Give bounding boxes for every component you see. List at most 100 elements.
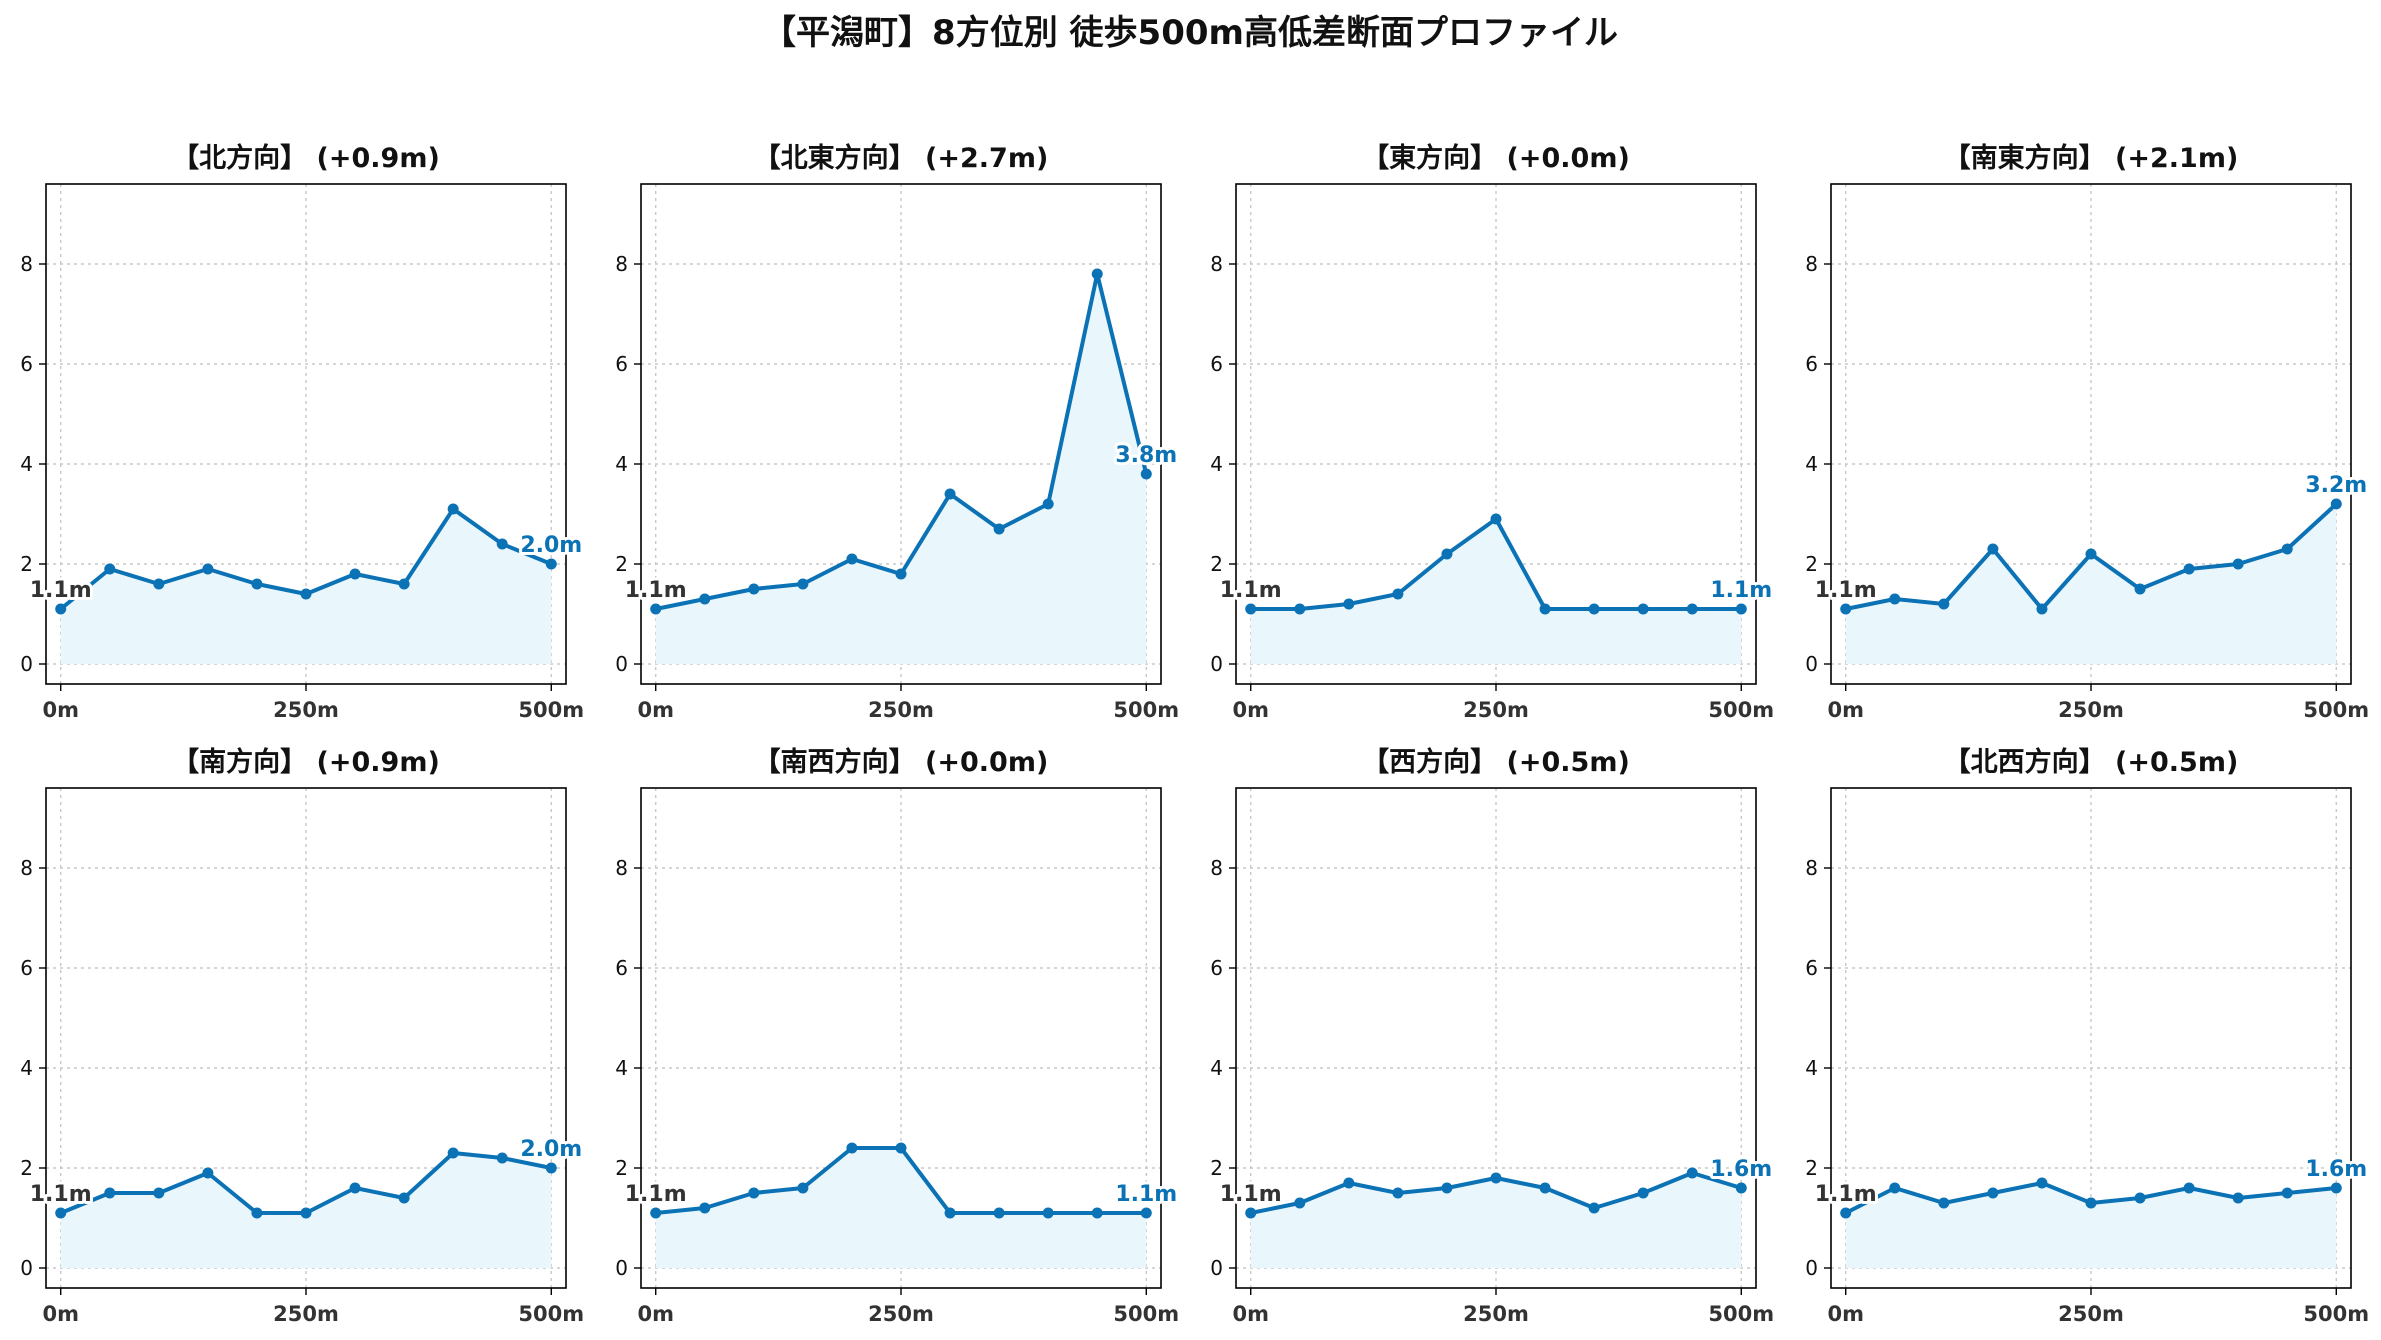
y-tick-label: 6 [20, 956, 33, 980]
y-tick-label: 6 [1210, 352, 1223, 376]
data-point [55, 603, 67, 615]
x-tick-label: 500m [1113, 1302, 1179, 1326]
y-tick-label: 2 [1805, 552, 1818, 576]
data-point [1392, 1187, 1404, 1199]
data-point [545, 558, 557, 570]
y-tick-label: 4 [1805, 1056, 1818, 1080]
data-point [1343, 598, 1355, 610]
end-elevation-label: 1.1m [1115, 1182, 1177, 1207]
data-point [300, 1207, 312, 1219]
subplot-title: 【南東方向】 (+2.1m) [1944, 142, 2239, 174]
x-tick-label: 250m [868, 1302, 934, 1326]
y-tick-label: 0 [1210, 1256, 1223, 1280]
y-tick-label: 4 [1210, 1056, 1223, 1080]
y-tick-label: 8 [1805, 252, 1818, 276]
subplot-title: 【北東方向】 (+2.7m) [754, 142, 1049, 174]
x-tick-label: 250m [273, 1302, 339, 1326]
data-point [1637, 603, 1649, 615]
data-point [2134, 583, 2146, 595]
subplot-title: 【北西方向】 (+0.5m) [1944, 746, 2239, 778]
start-elevation-label: 1.1m [1815, 1182, 1877, 1207]
y-tick-label: 2 [1805, 1156, 1818, 1180]
data-point [202, 563, 214, 575]
data-point [1294, 603, 1306, 615]
data-point [846, 1142, 858, 1154]
end-elevation-label: 1.1m [1710, 578, 1772, 603]
data-point [650, 603, 662, 615]
y-tick-label: 4 [615, 1056, 628, 1080]
subplot: 【南方向】 (+0.9m) 0 2 4 6 8 0m 250m 500m 1.1m 2.0m [20, 746, 585, 1326]
data-point [748, 1187, 760, 1199]
subplot-title: 【東方向】 (+0.0m) [1362, 142, 1630, 174]
area-fill [1250, 519, 1742, 664]
x-tick-label: 0m [42, 698, 79, 722]
x-tick-label: 250m [2058, 1302, 2124, 1326]
end-elevation-label: 3.8m [1115, 443, 1177, 468]
data-point [1539, 603, 1551, 615]
data-point [895, 1142, 907, 1154]
x-tick-label: 0m [42, 1302, 79, 1326]
subplot-title: 【西方向】 (+0.5m) [1362, 746, 1630, 778]
start-elevation-label: 1.1m [625, 578, 687, 603]
data-point [496, 1152, 508, 1164]
data-point [2183, 1182, 2195, 1194]
start-elevation-label: 1.1m [625, 1182, 687, 1207]
y-tick-label: 8 [1805, 856, 1818, 880]
x-tick-label: 500m [1708, 1302, 1774, 1326]
data-point [699, 593, 711, 605]
data-point [993, 1207, 1005, 1219]
x-tick-label: 250m [2058, 698, 2124, 722]
data-point [1343, 1177, 1355, 1189]
subplot: 【西方向】 (+0.5m) 0 2 4 6 8 0m 250m 500m 1.1m 1.6m [1210, 746, 1775, 1326]
y-tick-label: 2 [615, 1156, 628, 1180]
end-elevation-label: 2.0m [520, 533, 582, 558]
y-tick-label: 0 [615, 1256, 628, 1280]
data-point [2036, 1177, 2048, 1189]
data-point [846, 553, 858, 565]
data-point [1042, 1207, 1054, 1219]
figure-title: 【平潟町】8方位別 徒歩500m高低差断面プロファイル [762, 13, 1618, 53]
y-tick-label: 0 [615, 652, 628, 676]
start-elevation-label: 1.1m [1815, 578, 1877, 603]
x-tick-label: 500m [1708, 698, 1774, 722]
y-tick-label: 8 [20, 252, 33, 276]
data-point [1091, 1207, 1103, 1219]
data-point [1938, 598, 1950, 610]
data-point [1637, 1187, 1649, 1199]
end-elevation-label: 3.2m [2305, 473, 2367, 498]
end-elevation-label: 2.0m [520, 1137, 582, 1162]
data-point [1490, 1172, 1502, 1184]
start-elevation-label: 1.1m [30, 578, 92, 603]
data-point [1140, 468, 1152, 480]
y-tick-label: 2 [615, 552, 628, 576]
data-point [447, 503, 459, 515]
y-tick-label: 0 [20, 1256, 33, 1280]
data-point [398, 578, 410, 590]
data-point [398, 1192, 410, 1204]
x-tick-label: 0m [1232, 1302, 1269, 1326]
x-tick-label: 250m [273, 698, 339, 722]
data-point [1091, 268, 1103, 280]
data-point [699, 1202, 711, 1214]
x-tick-label: 500m [518, 698, 584, 722]
y-tick-label: 4 [1805, 452, 1818, 476]
data-point [1840, 603, 1852, 615]
subplot-title: 【南方向】 (+0.9m) [172, 746, 440, 778]
data-point [895, 568, 907, 580]
x-tick-label: 500m [2303, 1302, 2369, 1326]
data-point [1686, 1167, 1698, 1179]
data-point [993, 523, 1005, 535]
y-tick-label: 4 [1210, 452, 1223, 476]
area-fill [655, 274, 1147, 664]
data-point [251, 578, 263, 590]
data-point [153, 1187, 165, 1199]
subplot-title: 【南西方向】 (+0.0m) [754, 746, 1049, 778]
data-point [2330, 498, 2342, 510]
data-point [748, 583, 760, 595]
x-tick-label: 500m [2303, 698, 2369, 722]
x-tick-label: 500m [518, 1302, 584, 1326]
y-tick-label: 0 [1210, 652, 1223, 676]
data-point [1042, 498, 1054, 510]
